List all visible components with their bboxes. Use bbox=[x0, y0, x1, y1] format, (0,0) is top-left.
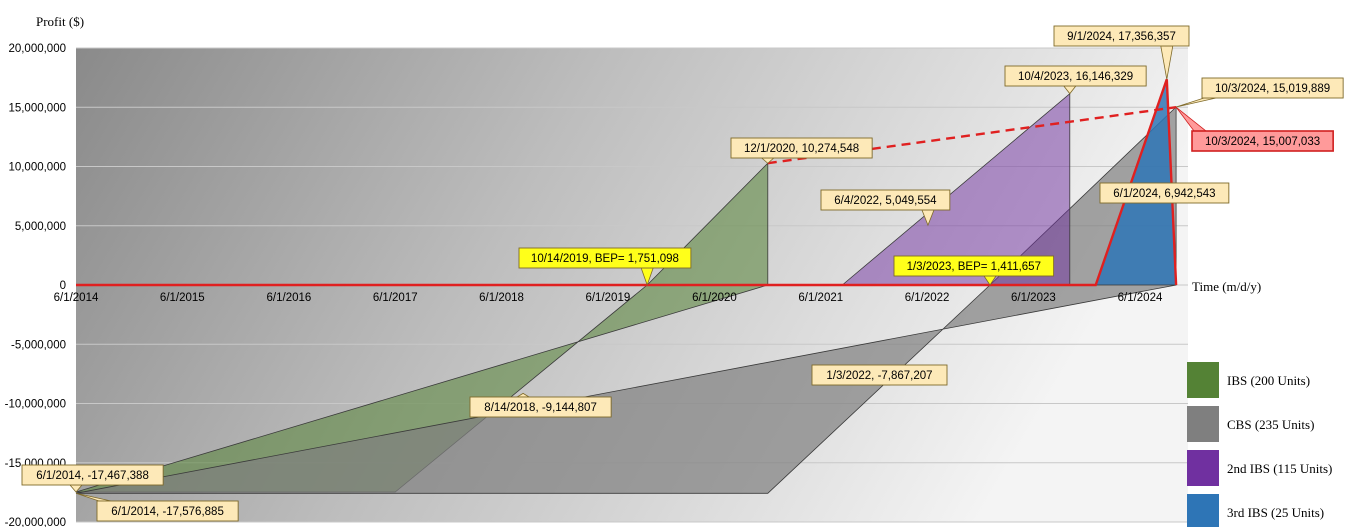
series-area-cbs-235-units bbox=[75, 106, 1177, 494]
y-tick-label: -5,000,000 bbox=[11, 339, 66, 351]
callout: 1/3/2022, -7,867,207 bbox=[811, 364, 948, 386]
y-tick-label: 15,000,000 bbox=[8, 102, 66, 114]
x-tick-label: 6/1/2024 bbox=[1118, 292, 1163, 304]
y-tick-label: -20,000,000 bbox=[5, 517, 66, 527]
legend-label: IBS (200 Units) bbox=[1227, 373, 1310, 388]
callout-text: 10/14/2019, BEP= 1,751,098 bbox=[531, 253, 679, 265]
callout: 6/1/2014, -17,467,388 bbox=[21, 464, 164, 493]
series-areas bbox=[75, 79, 1177, 494]
callout-text: 6/1/2014, -17,467,388 bbox=[36, 470, 149, 482]
callout: 6/1/2014, -17,576,885 bbox=[75, 492, 239, 522]
callout: 8/14/2018, -9,144,807 bbox=[469, 392, 612, 418]
callout: 6/4/2022, 5,049,554 bbox=[820, 189, 951, 227]
callout: 12/1/2020, 10,274,548 bbox=[730, 137, 873, 164]
x-tick-label: 6/1/2018 bbox=[479, 292, 524, 304]
y-tick-label: 0 bbox=[60, 280, 66, 292]
callout: 9/1/2024, 17,356,357 bbox=[1053, 25, 1190, 80]
callout-text: 12/1/2020, 10,274,548 bbox=[744, 143, 859, 155]
x-tick-label: 6/1/2015 bbox=[160, 292, 205, 304]
x-axis-title: Time (m/d/y) bbox=[1192, 279, 1261, 294]
callout-text: 1/3/2023, BEP= 1,411,657 bbox=[907, 261, 1041, 273]
x-tick-label: 6/1/2022 bbox=[905, 292, 950, 304]
callout-text: 10/3/2024, 15,019,889 bbox=[1215, 83, 1330, 95]
callout: 6/1/2024, 6,942,543 bbox=[1099, 182, 1230, 204]
x-tick-label: 6/1/2019 bbox=[585, 292, 630, 304]
x-axis: 6/1/2014 6/1/2015 6/1/2016 6/1/2017 6/1/2018… bbox=[54, 292, 1163, 304]
callout-text: 6/4/2022, 5,049,554 bbox=[834, 195, 937, 207]
callout-text: 6/1/2014, -17,576,885 bbox=[111, 506, 224, 518]
legend-label: CBS (235 Units) bbox=[1227, 417, 1314, 432]
callout-text: 6/1/2024, 6,942,543 bbox=[1113, 188, 1215, 200]
legend-swatch bbox=[1187, 450, 1219, 486]
x-tick-label: 6/1/2021 bbox=[798, 292, 843, 304]
y-axis-title: Profit ($) bbox=[36, 14, 84, 29]
callout-text: 8/14/2018, -9,144,807 bbox=[484, 402, 597, 414]
callout-text: 10/4/2023, 16,146,329 bbox=[1018, 71, 1133, 83]
callout: 10/14/2019, BEP= 1,751,098 bbox=[518, 247, 692, 287]
x-tick-label: 6/1/2014 bbox=[54, 292, 99, 304]
legend: IBS (200 Units) CBS (235 Units) 2nd IBS (1… bbox=[1187, 362, 1332, 527]
x-tick-label: 6/1/2016 bbox=[267, 292, 312, 304]
zero-profit-line bbox=[76, 78, 1178, 287]
callout-text: 10/3/2024, 15,007,033 bbox=[1205, 136, 1320, 148]
callout: 1/3/2023, BEP= 1,411,657 bbox=[893, 255, 1055, 286]
y-axis: 20,000,000 15,000,000 10,000,000 5,000,000 0… bbox=[5, 43, 66, 527]
x-tick-label: 6/1/2017 bbox=[373, 292, 418, 304]
y-tick-label: 5,000,000 bbox=[15, 221, 66, 233]
data-callouts: 9/1/2024, 17,356,357 10/4/2023, 16,146,32… bbox=[21, 25, 1344, 522]
callout: 10/3/2024, 15,019,889 bbox=[1175, 77, 1344, 108]
callout: 10/4/2023, 16,146,329 bbox=[1004, 65, 1147, 95]
legend-swatch bbox=[1187, 494, 1219, 527]
y-tick-label: 10,000,000 bbox=[8, 162, 66, 174]
x-tick-label: 6/1/2020 bbox=[692, 292, 737, 304]
x-tick-label: 6/1/2023 bbox=[1011, 292, 1056, 304]
legend-label: 3rd IBS (25 Units) bbox=[1227, 505, 1324, 520]
legend-label: 2nd IBS (115 Units) bbox=[1227, 461, 1332, 476]
y-tick-label: -10,000,000 bbox=[5, 399, 66, 411]
legend-swatch bbox=[1187, 362, 1219, 398]
callout-text: 9/1/2024, 17,356,357 bbox=[1067, 31, 1176, 43]
y-tick-label: 20,000,000 bbox=[8, 43, 66, 55]
callout: 10/3/2024, 15,007,033 bbox=[1175, 106, 1334, 152]
legend-swatch bbox=[1187, 406, 1219, 442]
callout-text: 1/3/2022, -7,867,207 bbox=[826, 370, 932, 382]
